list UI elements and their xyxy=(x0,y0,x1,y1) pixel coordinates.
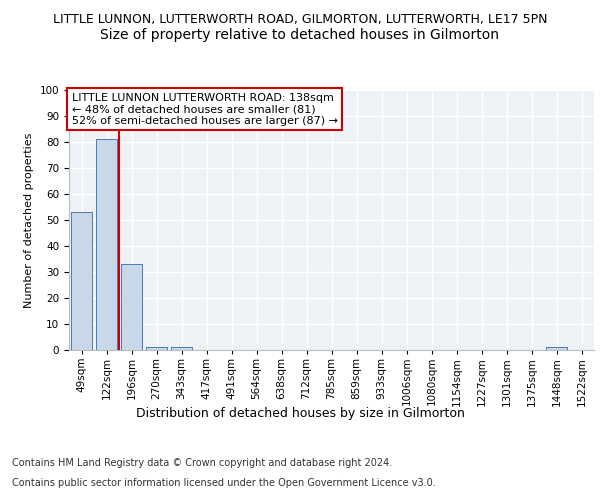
Bar xyxy=(171,348,192,350)
Text: LITTLE LUNNON, LUTTERWORTH ROAD, GILMORTON, LUTTERWORTH, LE17 5PN: LITTLE LUNNON, LUTTERWORTH ROAD, GILMORT… xyxy=(53,12,547,26)
Text: Contains public sector information licensed under the Open Government Licence v3: Contains public sector information licen… xyxy=(12,478,436,488)
Text: Distribution of detached houses by size in Gilmorton: Distribution of detached houses by size … xyxy=(136,408,464,420)
Text: Size of property relative to detached houses in Gilmorton: Size of property relative to detached ho… xyxy=(101,28,499,42)
Text: Contains HM Land Registry data © Crown copyright and database right 2024.: Contains HM Land Registry data © Crown c… xyxy=(12,458,392,468)
Bar xyxy=(96,140,117,350)
Bar xyxy=(146,348,167,350)
Bar xyxy=(546,348,567,350)
Bar xyxy=(71,212,92,350)
Y-axis label: Number of detached properties: Number of detached properties xyxy=(24,132,34,308)
Bar xyxy=(121,264,142,350)
Text: LITTLE LUNNON LUTTERWORTH ROAD: 138sqm
← 48% of detached houses are smaller (81): LITTLE LUNNON LUTTERWORTH ROAD: 138sqm ←… xyxy=(71,92,338,126)
